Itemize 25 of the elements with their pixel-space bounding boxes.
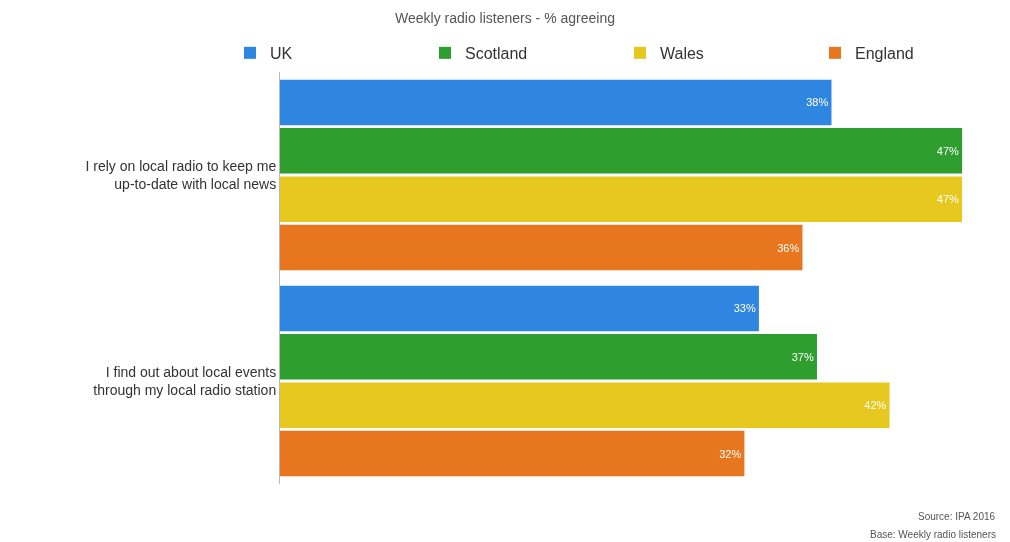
y-tick-label: I find out about local events through my local radio station xyxy=(93,363,277,398)
data-label: 37% xyxy=(791,350,814,363)
chart-title: Weekly radio listeners - % agreeing xyxy=(395,10,615,27)
legend-label: Scotland xyxy=(465,45,528,63)
data-label: 42% xyxy=(864,399,887,412)
bar xyxy=(280,176,963,222)
data-label: 38% xyxy=(806,96,829,109)
legend-label: England xyxy=(855,45,914,63)
bar xyxy=(280,430,745,477)
legend-label: Wales xyxy=(660,45,704,63)
data-label: 47% xyxy=(936,193,960,206)
legend-label: UK xyxy=(270,45,293,63)
source-note: Source: IPA 2016 xyxy=(918,511,996,522)
bar xyxy=(280,128,963,174)
data-label: 33% xyxy=(733,302,756,315)
bar xyxy=(280,79,832,126)
data-label: 36% xyxy=(777,241,800,254)
bar xyxy=(280,224,803,271)
bar xyxy=(280,285,759,332)
bar xyxy=(280,334,817,380)
y-tick-label: I rely on local radio to keep me up-to-date with local news xyxy=(85,157,277,192)
data-label: 47% xyxy=(936,144,960,157)
data-label: 32% xyxy=(719,447,742,460)
text: Base: Weekly radio listeners xyxy=(870,529,996,540)
bar xyxy=(280,382,890,428)
